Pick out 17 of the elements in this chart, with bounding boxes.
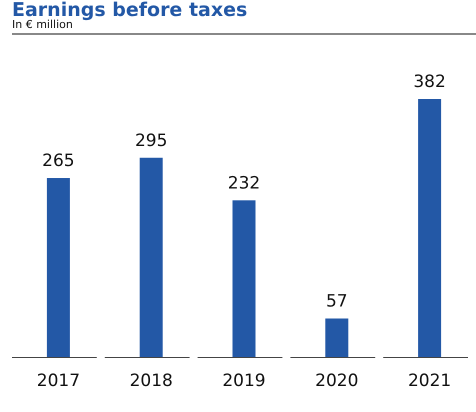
data-label: 295 xyxy=(134,130,168,151)
x-tick-label: 2020 xyxy=(315,371,358,391)
chart-subtitle: In € million xyxy=(12,18,73,31)
bar xyxy=(232,200,256,357)
bar xyxy=(140,158,163,357)
x-tick-label: 2017 xyxy=(36,371,80,391)
chart-title: Earnings before taxes xyxy=(12,0,248,21)
x-tick-label: 2019 xyxy=(222,371,266,391)
data-label: 265 xyxy=(42,151,75,172)
bar xyxy=(325,318,348,357)
x-tick-label: 2018 xyxy=(130,371,173,391)
data-label: 232 xyxy=(228,173,260,194)
bar xyxy=(418,99,442,357)
data-label: 382 xyxy=(413,72,446,92)
data-label: 57 xyxy=(326,292,348,312)
bar xyxy=(46,178,70,357)
x-tick-label: 2021 xyxy=(408,371,452,391)
